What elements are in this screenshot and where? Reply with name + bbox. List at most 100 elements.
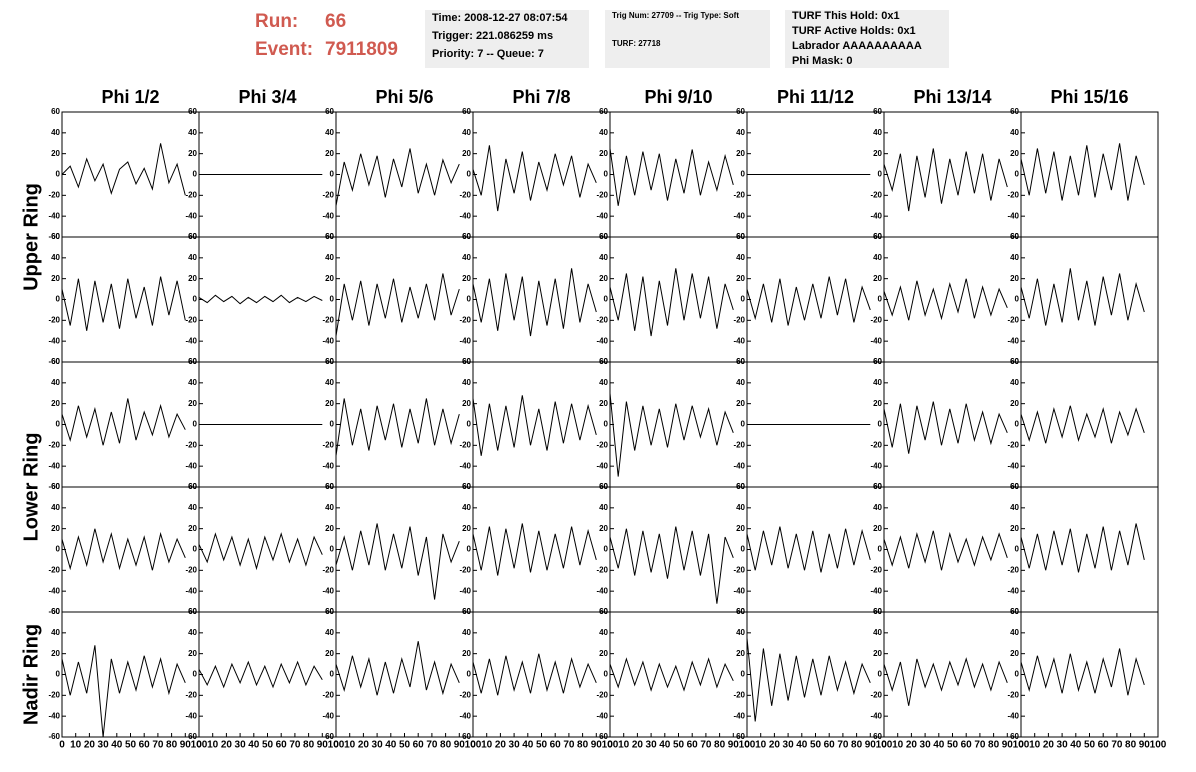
waveform	[61, 398, 186, 446]
y-tick-label: 20	[736, 399, 745, 408]
y-tick-label: 40	[736, 128, 745, 137]
y-tick-label: 20	[873, 274, 882, 283]
y-tick-label: 0	[467, 170, 472, 179]
waveform	[883, 401, 1008, 454]
waveform	[1020, 143, 1145, 201]
y-tick-label: -20	[185, 565, 197, 574]
x-tick-label: 30	[783, 740, 795, 751]
y-tick-label: 60	[462, 482, 471, 491]
y-tick-label: 0	[878, 420, 883, 429]
y-tick-label: 20	[462, 649, 471, 658]
y-tick-label: 40	[325, 128, 334, 137]
x-tick-label: 60	[1098, 740, 1110, 751]
y-tick-label: -20	[459, 190, 471, 199]
y-tick-label: 60	[873, 107, 882, 116]
y-tick-label: 0	[193, 420, 198, 429]
info-line: Trigger: 221.086259 ms	[432, 30, 553, 42]
panel-frame	[1020, 111, 1159, 238]
waveform	[1020, 648, 1145, 696]
y-tick-label: -20	[870, 315, 882, 324]
x-tick-label: 80	[166, 740, 178, 751]
x-tick-label: 80	[303, 740, 315, 751]
y-tick-label: -40	[870, 336, 882, 345]
x-tick-label: 80	[988, 740, 1000, 751]
y-tick-label: 40	[188, 378, 197, 387]
waveform	[472, 268, 597, 337]
y-tick-label: 0	[604, 295, 609, 304]
y-tick-label: 60	[325, 357, 334, 366]
y-tick-label: 40	[1010, 253, 1019, 262]
y-tick-label: 60	[873, 232, 882, 241]
y-tick-label: 0	[878, 545, 883, 554]
x-tick-label: 30	[646, 740, 658, 751]
panel-frame	[198, 486, 337, 613]
y-tick-label: 60	[325, 107, 334, 116]
y-tick-label: 60	[462, 107, 471, 116]
y-tick-label: -40	[1007, 586, 1019, 595]
waveform	[746, 637, 871, 722]
x-tick-label: 30	[1057, 740, 1069, 751]
x-tick-label: 40	[933, 740, 945, 751]
y-tick-label: -20	[870, 690, 882, 699]
y-tick-label: 0	[193, 670, 198, 679]
y-tick-label: -20	[322, 690, 334, 699]
y-tick-label: -60	[322, 732, 334, 741]
info-line: TURF: 27718	[612, 39, 661, 48]
y-tick-label: -20	[596, 565, 608, 574]
y-tick-label: -20	[185, 190, 197, 199]
y-tick-label: 40	[462, 253, 471, 262]
x-tick-label: 0	[744, 740, 750, 751]
waveform	[198, 294, 323, 305]
y-tick-label: -20	[322, 565, 334, 574]
y-tick-label: 20	[462, 149, 471, 158]
waveform	[746, 276, 871, 326]
info-box	[425, 10, 589, 68]
y-tick-label: 40	[51, 378, 60, 387]
x-tick-label: 10	[70, 740, 82, 751]
y-tick-label: 40	[873, 503, 882, 512]
info-line: Time: 2008-12-27 08:07:54	[432, 12, 568, 24]
x-tick-label: 0	[196, 740, 202, 751]
y-tick-label: 60	[51, 107, 60, 116]
x-tick-label: 40	[796, 740, 808, 751]
y-tick-label: -40	[459, 711, 471, 720]
y-tick-label: -40	[596, 711, 608, 720]
y-tick-label: -20	[1007, 190, 1019, 199]
y-tick-label: -40	[733, 211, 745, 220]
x-tick-label: 20	[1043, 740, 1055, 751]
y-tick-label: 0	[330, 545, 335, 554]
y-tick-label: 60	[873, 482, 882, 491]
x-tick-label: 80	[714, 740, 726, 751]
y-tick-label: 60	[599, 482, 608, 491]
y-tick-label: -60	[48, 482, 60, 491]
x-tick-label: 90	[180, 740, 192, 751]
event-value: 7911809	[325, 39, 398, 60]
panel-frame	[198, 611, 337, 738]
y-tick-label: 20	[51, 149, 60, 158]
column-label: Phi 15/16	[1050, 87, 1128, 107]
waveform	[61, 143, 186, 196]
column-label: Phi 1/2	[101, 87, 159, 107]
y-tick-label: -40	[322, 211, 334, 220]
panel-frame	[883, 361, 1022, 488]
x-tick-label: 90	[728, 740, 740, 751]
y-tick-label: 60	[1010, 232, 1019, 241]
y-tick-label: 20	[736, 524, 745, 533]
x-tick-label: 70	[700, 740, 712, 751]
waveform	[335, 398, 460, 456]
panel-frame	[883, 111, 1022, 238]
y-tick-label: 60	[1010, 107, 1019, 116]
y-tick-label: 0	[193, 545, 198, 554]
y-tick-label: -40	[596, 211, 608, 220]
y-tick-label: -60	[870, 732, 882, 741]
y-tick-label: 20	[736, 274, 745, 283]
y-tick-label: 40	[599, 253, 608, 262]
y-tick-label: 20	[325, 649, 334, 658]
y-tick-label: 40	[736, 253, 745, 262]
y-tick-label: -20	[459, 565, 471, 574]
x-tick-label: 10	[755, 740, 767, 751]
x-tick-label: 60	[550, 740, 562, 751]
y-tick-label: 60	[736, 357, 745, 366]
waveform	[609, 393, 734, 477]
y-tick-label: -60	[48, 232, 60, 241]
